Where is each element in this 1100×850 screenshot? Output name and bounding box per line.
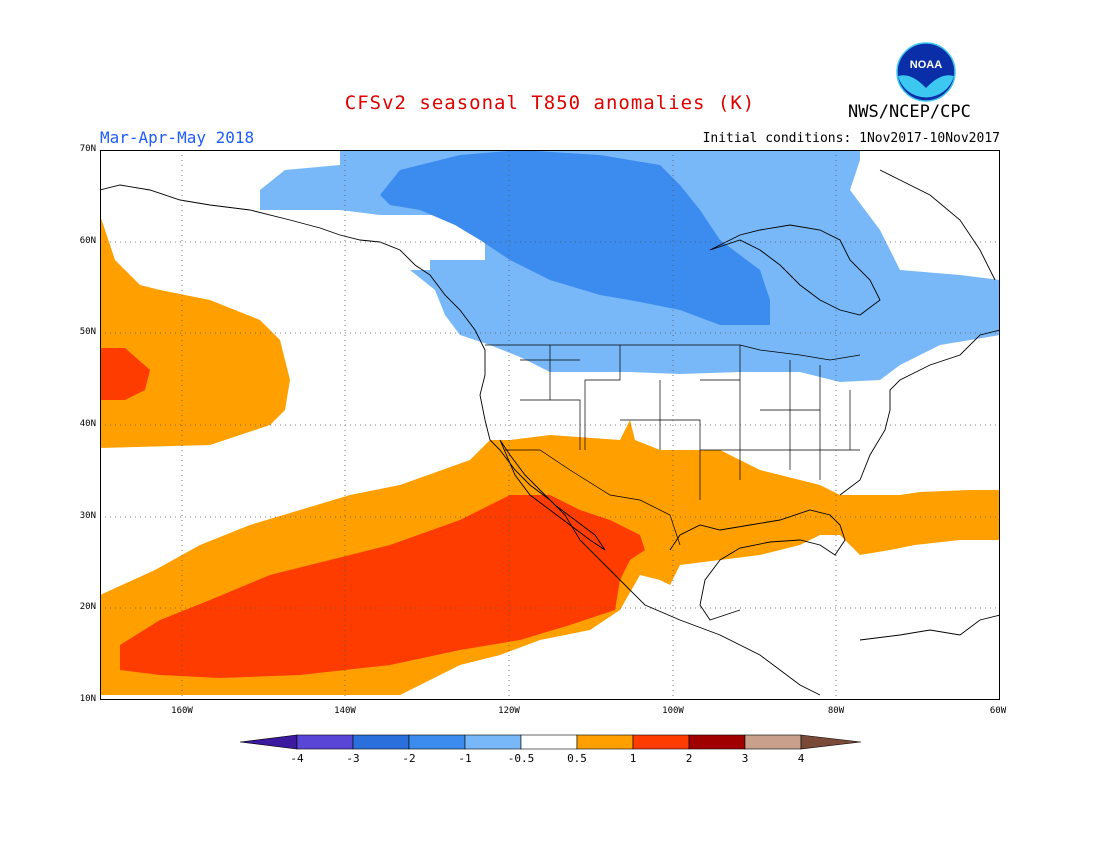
anomaly-map [100,150,1000,700]
warm-anomaly-pacific-north [100,215,290,448]
noaa-logo: NOAA [896,42,956,102]
lat-label-50n: 50N [79,327,96,337]
colorbar-label-p2: 2 [685,752,693,765]
season-label: Mar-Apr-May 2018 [100,128,255,147]
colorbar-label-p4: 4 [797,752,805,765]
colorbar-arrow-max [800,734,862,750]
coastlines [100,169,1000,696]
lat-label-10n: 10N [79,694,96,704]
colorbar-label-m1: -1 [458,752,472,765]
organization-label: NWS/NCEP/CPC [848,102,971,122]
colorbar-label-p3: 3 [741,752,749,765]
colorbar [240,734,862,750]
chart-title: CFSv2 seasonal T850 anomalies (K) [344,92,756,114]
cool-core-canada [380,150,770,325]
lat-label-40n: 40N [79,419,96,429]
lon-label-160w: 160W [171,706,193,716]
logo-text: NOAA [910,59,942,71]
grid-lines [100,150,1000,700]
lon-label-120w: 120W [498,706,520,716]
political-borders [485,344,861,546]
colorbar-label-p1: 1 [629,752,637,765]
colorbar-label-m4: -4 [290,752,304,765]
lat-label-30n: 30N [79,511,96,521]
lon-label-100w: 100W [662,706,684,716]
lat-label-70n: 70N [79,144,96,154]
colorbar-label-m2: -2 [402,752,416,765]
lon-label-140w: 140W [334,706,356,716]
initial-conditions-label: Initial conditions: 1Nov2017-10Nov2017 [702,131,1000,146]
warm-core-subtropical [120,495,645,678]
lon-label-60w: 60W [989,706,1007,716]
colorbar-label-p05: 0.5 [567,752,587,765]
warm-core-pacific-north [100,348,150,400]
colorbar-label-m3: -3 [346,752,360,765]
lat-label-20n: 20N [79,602,96,612]
colorbar-arrow-min [240,734,298,750]
colorbar-label-m05: -0.5 [507,752,535,765]
lat-label-60n: 60N [79,236,96,246]
lon-label-80w: 80W [827,706,845,716]
